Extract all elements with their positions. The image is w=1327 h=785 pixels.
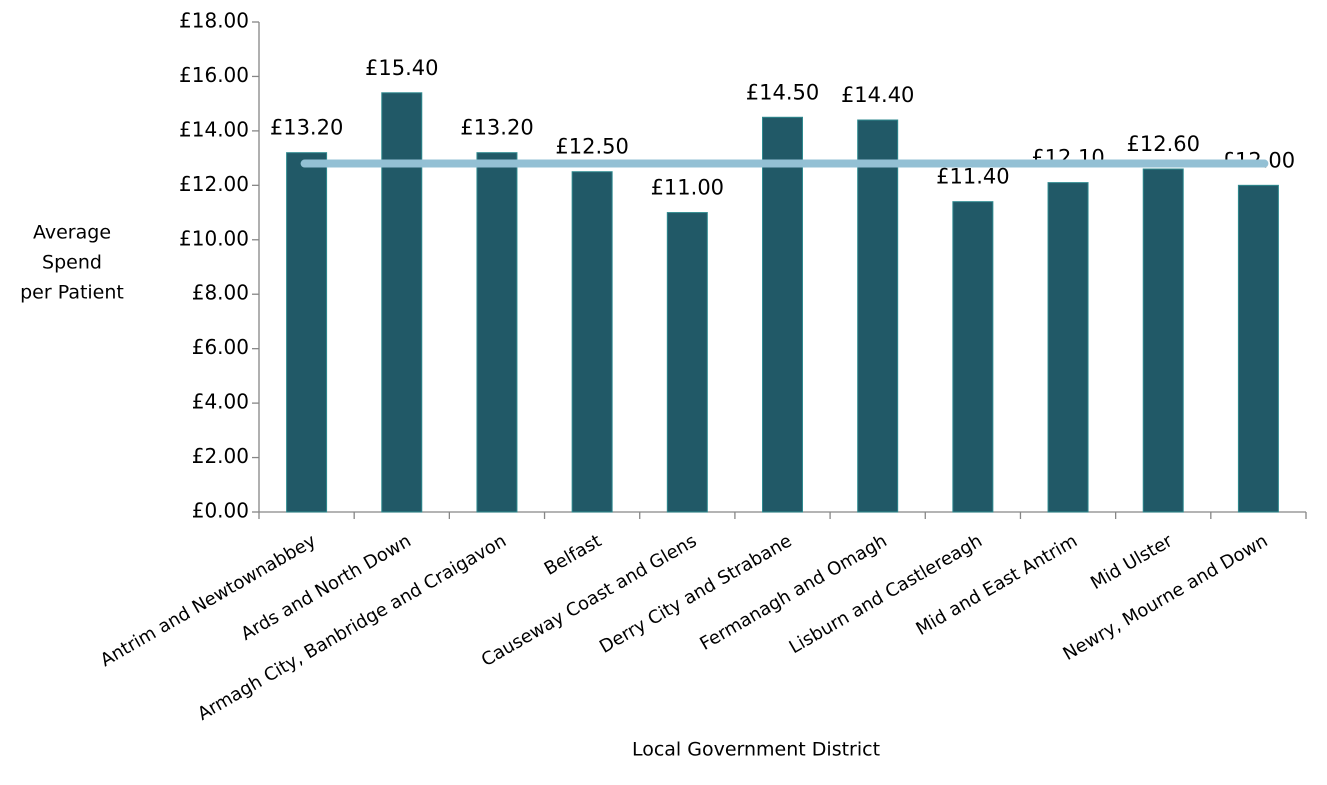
- data-label: £14.40: [841, 83, 914, 107]
- x-axis-label: Local Government District: [632, 739, 880, 761]
- data-label: £11.00: [651, 176, 724, 200]
- y-tick-label: £6.00: [192, 335, 249, 359]
- y-axis-label: per Patient: [20, 282, 124, 304]
- y-tick-label: £8.00: [192, 281, 249, 305]
- bar: [1142, 168, 1184, 513]
- x-tick-label: Mid and East Antrim: [912, 530, 1081, 639]
- y-axis-label: Average: [33, 222, 111, 244]
- bar: [571, 171, 613, 513]
- y-tick-label: £12.00: [179, 172, 249, 196]
- x-tick-label: Belfast: [541, 530, 605, 579]
- y-tick-label: £4.00: [192, 390, 249, 414]
- y-tick-label: £14.00: [179, 117, 249, 141]
- bar: [381, 92, 423, 513]
- bar: [1237, 184, 1279, 513]
- y-tick-label: £16.00: [179, 63, 249, 87]
- y-tick-label: £10.00: [179, 226, 249, 250]
- bar: [286, 152, 328, 513]
- data-label: £11.40: [936, 165, 1009, 189]
- x-tick-label: Mid Ulster: [1087, 530, 1177, 594]
- bar: [952, 201, 994, 513]
- data-label: £13.20: [460, 116, 533, 140]
- data-label: £15.40: [365, 56, 438, 80]
- bar: [762, 116, 803, 513]
- data-label: £12.50: [555, 135, 628, 159]
- data-label: £14.50: [746, 80, 819, 104]
- y-axis-label: Spend: [42, 252, 102, 274]
- bar: [666, 212, 708, 513]
- x-tick-label: Ards and North Down: [237, 530, 414, 644]
- y-tick-label: £18.00: [179, 9, 249, 33]
- y-tick-label: £2.00: [192, 444, 249, 468]
- bar: [1047, 182, 1089, 513]
- data-label: £12.60: [1126, 132, 1199, 156]
- bar: [857, 119, 899, 513]
- data-label: £13.20: [270, 116, 343, 140]
- bar: [476, 152, 518, 513]
- y-tick-label: £0.00: [192, 499, 249, 523]
